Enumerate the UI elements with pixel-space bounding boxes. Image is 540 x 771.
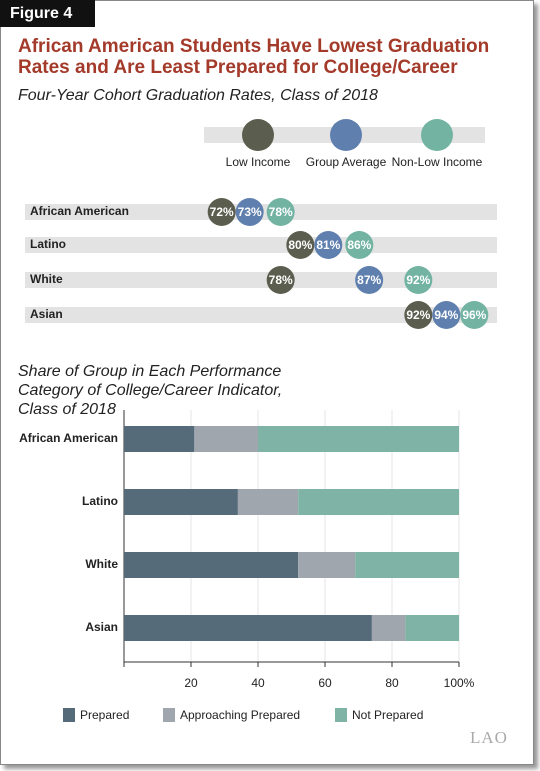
x-tick-label: 60 [318, 676, 332, 690]
bar-segment [237, 489, 299, 515]
legend-swatch [163, 708, 175, 722]
dot [460, 301, 489, 329]
value-label: 87% [357, 273, 381, 287]
bar-segment [124, 426, 195, 452]
dot [235, 198, 264, 226]
value-label: 92% [406, 308, 430, 322]
value-label: 96% [462, 308, 486, 322]
legend-swatch [421, 119, 453, 151]
bar-segment [124, 552, 299, 578]
dot [266, 198, 295, 226]
dot [207, 198, 236, 226]
value-label: 78% [269, 273, 293, 287]
value-label: 73% [238, 205, 262, 219]
legend-label: Prepared [80, 708, 129, 722]
category-label: Latino [30, 237, 66, 251]
dot [355, 266, 384, 294]
value-label: 86% [347, 238, 371, 252]
x-tick-label: 80 [385, 676, 399, 690]
bar-segment [298, 552, 356, 578]
legend-label: Approaching Prepared [180, 708, 300, 722]
bar-segment [355, 552, 459, 578]
value-label: 92% [406, 273, 430, 287]
bar-segment [258, 426, 459, 452]
value-label: 80% [288, 238, 312, 252]
chart-title: Four-Year Cohort Graduation Rates, Class… [18, 87, 378, 104]
dot [266, 266, 295, 294]
dot [432, 301, 461, 329]
dot [404, 266, 433, 294]
legend-swatch [242, 119, 274, 151]
category-label: African American [30, 204, 129, 218]
dot [345, 231, 374, 259]
category-label: White [30, 272, 63, 286]
category-label: Latino [82, 494, 118, 508]
row-track [25, 237, 497, 253]
value-label: 94% [434, 308, 458, 322]
bar-segment [405, 615, 459, 641]
x-tick-label: 20 [184, 676, 198, 690]
legend-swatch [63, 708, 75, 722]
value-label: 78% [269, 205, 293, 219]
dot [286, 231, 315, 259]
bar-segment [371, 615, 406, 641]
bar-segment [194, 426, 258, 452]
logo: LAO [470, 728, 508, 747]
dot [314, 231, 343, 259]
category-label: African American [19, 431, 118, 445]
chart-title: Share of Group in Each Performance Categ… [18, 363, 283, 418]
bar-segment [298, 489, 459, 515]
bar-segment [124, 615, 372, 641]
value-label: 72% [210, 205, 234, 219]
figure-label: Figure 4 [0, 0, 95, 27]
x-tick-label: 100% [444, 676, 475, 690]
figure-title: African American Students Have Lowest Gr… [18, 36, 490, 78]
legend-label: Not Prepared [352, 708, 423, 722]
x-tick-label: 40 [251, 676, 265, 690]
legend-label: Low Income [226, 155, 291, 169]
category-label: White [85, 557, 118, 571]
bar-segment [124, 489, 238, 515]
category-label: Asian [30, 307, 63, 321]
legend-label: Group Average [306, 155, 387, 169]
row-track [25, 307, 497, 323]
legend-swatch [330, 119, 362, 151]
legend-swatch [335, 708, 347, 722]
legend-label: Non-Low Income [392, 155, 483, 169]
value-label: 81% [316, 238, 340, 252]
category-label: Asian [85, 620, 118, 634]
dot [404, 301, 433, 329]
